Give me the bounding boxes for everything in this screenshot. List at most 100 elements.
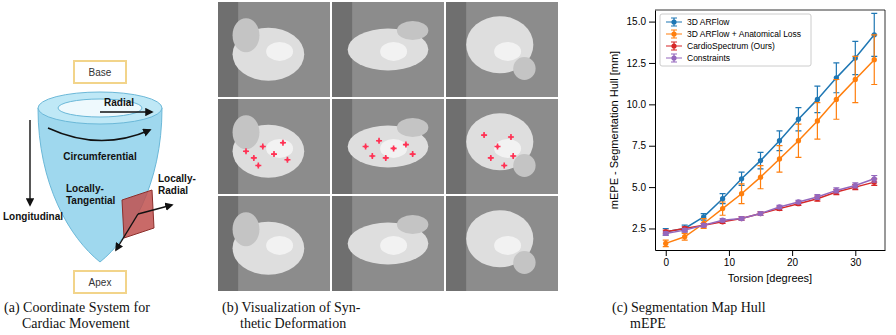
- landmark: [481, 132, 487, 138]
- tick: 30: [850, 250, 862, 268]
- tick: 12.5: [627, 58, 655, 69]
- ct-structure: [513, 57, 535, 80]
- legend-entry: 3D ARFlow + Anatomical Loss: [666, 29, 801, 39]
- error-bar: [758, 212, 764, 215]
- ct-slice: [332, 2, 444, 97]
- data-point: [796, 117, 801, 122]
- data-point: [663, 241, 668, 246]
- ct-shade: [446, 99, 466, 194]
- caption: (b) Visualization of Syn-: [222, 300, 361, 316]
- locally-tangential-label: Locally-Tangential: [66, 183, 115, 206]
- frame-top: [655, 10, 885, 11]
- error-bar: [871, 35, 877, 85]
- series-line: [666, 60, 875, 244]
- ct-shade: [446, 196, 466, 291]
- error-bar: [814, 195, 820, 200]
- tick-mark: [729, 250, 730, 256]
- ventricle-body: [38, 108, 162, 262]
- tick: 10.0: [627, 99, 655, 110]
- x-axis-line: [656, 250, 886, 251]
- deformation-images: [218, 2, 558, 291]
- radial-label: Radial: [104, 97, 134, 108]
- error-bar: [663, 228, 669, 235]
- ct-slice: [446, 99, 558, 194]
- data-point: [682, 234, 687, 239]
- tick-label: 0: [663, 257, 669, 268]
- ct-structure: [233, 18, 260, 52]
- landmark: [495, 144, 501, 150]
- legend-label: 3D ARFlow: [687, 17, 730, 27]
- data-point: [834, 97, 839, 102]
- error-bar: [852, 56, 858, 102]
- data-point: [720, 206, 725, 211]
- error-bar: [758, 212, 764, 215]
- tick-mark: [649, 228, 655, 229]
- landmark-dot: [509, 135, 512, 138]
- landmark: [383, 155, 389, 161]
- data-point: [872, 57, 877, 62]
- legend-marker: [671, 31, 676, 36]
- landmark: [510, 153, 516, 159]
- landmark-dot: [503, 164, 506, 167]
- data-point: [834, 188, 839, 193]
- legend-entry: Constraints: [666, 53, 730, 63]
- tick-mark: [649, 104, 655, 105]
- tick-label: 5.0: [632, 182, 646, 193]
- tick-label: 10.0: [627, 99, 647, 110]
- tick: 10: [724, 250, 736, 268]
- data-point: [796, 138, 801, 143]
- data-point: [758, 158, 763, 163]
- tick-label: 30: [850, 257, 862, 268]
- data-point: [701, 223, 706, 228]
- ct-slice: [446, 2, 558, 97]
- caption: thetic Deformation: [240, 316, 346, 331]
- landmark: [243, 148, 249, 154]
- error-bar: [682, 228, 688, 231]
- landmark-dot: [272, 153, 275, 156]
- tick: 20: [787, 250, 799, 268]
- landmark-dot: [489, 156, 492, 159]
- data-point: [758, 211, 763, 216]
- legend-swatch: [666, 42, 682, 50]
- data-point: [739, 216, 744, 221]
- tick-mark: [649, 187, 655, 188]
- caption: mEPE: [630, 316, 666, 331]
- landmark: [391, 145, 397, 151]
- legend-swatch: [666, 18, 682, 26]
- longitudinal-label: Longitudinal: [3, 211, 63, 222]
- tick: 7.5: [632, 140, 655, 151]
- landmark-dot: [261, 145, 264, 148]
- error-bar: [795, 200, 801, 203]
- caption: (c) Segmentation Map Hull: [612, 300, 766, 316]
- landmark-dot: [257, 164, 260, 167]
- landmark-dot: [384, 156, 387, 159]
- landmark-dot: [512, 154, 515, 157]
- tick-mark: [649, 63, 655, 64]
- landmark: [369, 153, 375, 159]
- data-point: [720, 218, 725, 223]
- landmark: [410, 151, 416, 157]
- locally-tangential-arrow: [116, 214, 138, 250]
- ct-structure: [397, 118, 428, 137]
- ct-structure: [233, 115, 260, 149]
- error-bar: [720, 202, 726, 215]
- data-point: [682, 227, 687, 232]
- error-bar: [720, 219, 726, 222]
- data-point: [701, 223, 706, 228]
- data-point: [815, 118, 820, 123]
- error-bar: [814, 103, 820, 139]
- data-point: [777, 204, 782, 209]
- radial-arrow: [100, 111, 152, 112]
- circumferential-label: Circumferential: [63, 151, 137, 162]
- locally-radial-arrow: [138, 205, 172, 214]
- landmark: [363, 144, 369, 150]
- data-point: [777, 156, 782, 161]
- legend-marker: [671, 55, 676, 60]
- ct-structure: [266, 236, 293, 255]
- x-axis-title: Torsion [degrees]: [728, 272, 812, 284]
- legend-label: CardioSpectrum (Ours): [687, 41, 775, 51]
- y-axis: 2.55.07.510.012.515.0: [627, 11, 656, 251]
- tick-label: 7.5: [632, 140, 646, 151]
- series: [663, 179, 878, 235]
- legend-label: Constraints: [687, 53, 730, 63]
